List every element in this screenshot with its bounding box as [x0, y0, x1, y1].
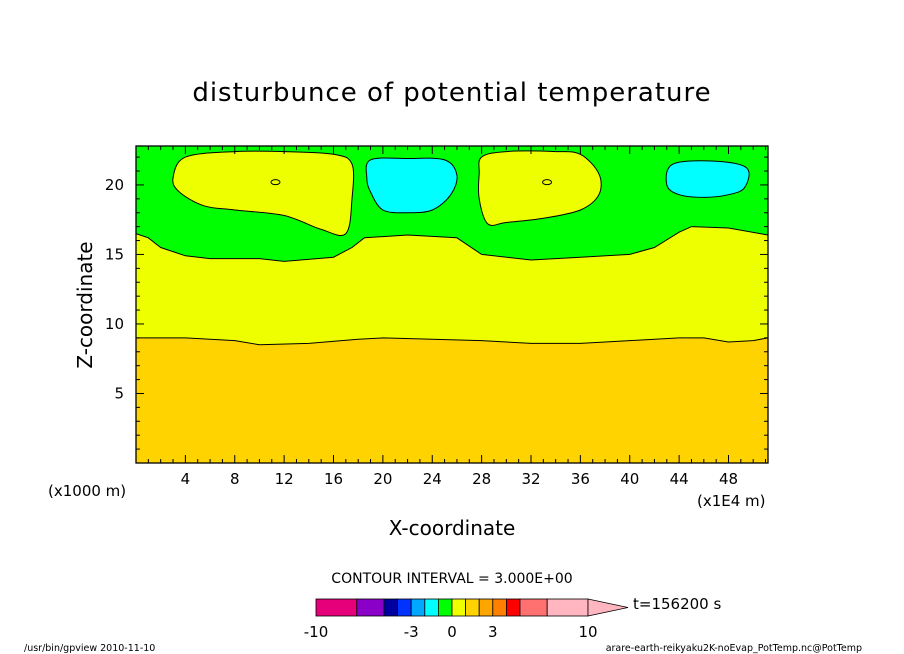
footer-left: /usr/bin/gpview 2010-11-10 [24, 643, 155, 654]
contour-cell [477, 150, 602, 226]
colorbar-segment [356, 598, 385, 617]
colorbar-tick-label: 3 [488, 623, 498, 641]
contour-cell [365, 157, 458, 214]
colorbar-segment [505, 598, 521, 617]
colorbar-segment [383, 598, 399, 617]
contour-interval-label: CONTOUR INTERVAL = 3.000E+00 [331, 571, 572, 587]
y-tick-label: 5 [114, 384, 124, 402]
x-tick-label: 16 [324, 470, 343, 488]
colorbar-tick-label: 0 [447, 623, 457, 641]
colorbar-segment [437, 598, 453, 617]
x-tick-label: 28 [472, 470, 491, 488]
z-unit-label: (x1000 m) [48, 482, 126, 500]
contour-fill-layer [136, 146, 768, 463]
x-tick-label: 48 [719, 470, 738, 488]
contour-line [135, 226, 769, 262]
colorbar-overflow-arrow [587, 598, 629, 617]
colorbar-segment [451, 598, 467, 617]
colorbar-segment [465, 598, 480, 617]
y-tick-label: 10 [105, 315, 124, 333]
colorbar-segment [478, 598, 494, 617]
colorbar-segment [519, 598, 548, 617]
x-tick-label: 24 [423, 470, 442, 488]
colorbar-tick-label: -3 [404, 623, 419, 641]
colorbar-tick-label: 10 [578, 623, 597, 641]
x-axis-label: X-coordinate [389, 516, 516, 540]
contour-line [136, 337, 769, 346]
colorbar: -10 -3 0 3 10 [304, 598, 629, 641]
contour-cell [665, 160, 750, 198]
small-contour [542, 179, 553, 186]
colorbar-segment [492, 598, 507, 617]
x-tick-label: 44 [670, 470, 689, 488]
y-tick-label: 15 [105, 245, 124, 263]
plot-frame [135, 145, 769, 464]
colorbar-segment [315, 598, 358, 617]
x-tick-label: 12 [275, 470, 294, 488]
x-tick-label: 4 [181, 470, 191, 488]
y-tick-label: 20 [105, 176, 124, 194]
small-contour [270, 179, 281, 186]
x-unit-label: (x1E4 m) [697, 492, 766, 510]
chart-title: disturbunce of potential temperature [192, 78, 711, 108]
x-tick-label: 8 [230, 470, 240, 488]
contour-cell [172, 150, 355, 237]
colorbar-segment [397, 598, 412, 617]
time-label: t=156200 s [633, 595, 721, 613]
x-tick-label: 36 [571, 470, 590, 488]
footer-right: arare-earth-reikyaku2K-noEvap_PotTemp.nc… [606, 643, 862, 654]
x-tick-label: 32 [521, 470, 540, 488]
x-tick-label: 20 [373, 470, 392, 488]
contour-region [136, 337, 768, 463]
y-axis-label: Z-coordinate [73, 241, 97, 368]
colorbar-segment [424, 598, 439, 617]
x-tick-label: 40 [620, 470, 639, 488]
colorbar-segment [546, 598, 589, 617]
colorbar-tick-label: -10 [304, 623, 329, 641]
contour-line-layer [135, 179, 769, 346]
colorbar-segment [410, 598, 426, 617]
